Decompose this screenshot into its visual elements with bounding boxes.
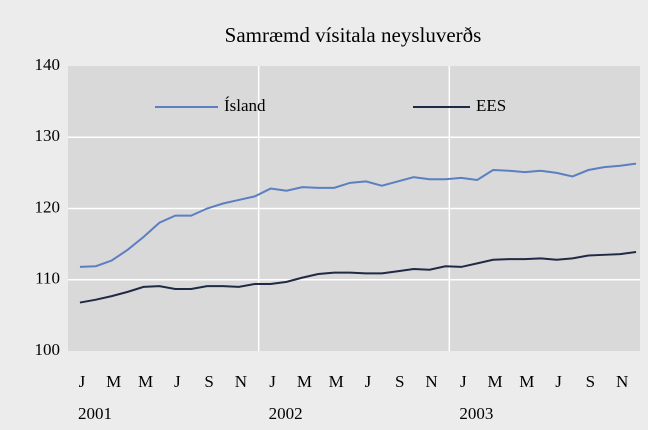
y-tick-label: 130: [35, 126, 61, 145]
chart-title: Samræmd vísitala neysluverðs: [225, 23, 482, 47]
x-tick-label: M: [487, 372, 502, 391]
x-tick-label: J: [460, 372, 467, 391]
legend-label: Ísland: [224, 96, 266, 115]
x-tick-label: J: [269, 372, 276, 391]
x-tick-label: M: [138, 372, 153, 391]
x-tick-label: J: [555, 372, 562, 391]
series-line: [79, 250, 637, 304]
x-tick-label: S: [395, 372, 404, 391]
series-line: [79, 162, 637, 268]
x-tick-label: J: [79, 372, 86, 391]
x-tick-label: N: [235, 372, 247, 391]
x-tick-label: N: [616, 372, 628, 391]
x-tick-label: M: [297, 372, 312, 391]
x-tick-label: S: [586, 372, 595, 391]
y-tick-label: 110: [35, 269, 60, 288]
x-tick-label: M: [106, 372, 121, 391]
year-label: 2003: [459, 404, 493, 423]
x-tick-label: J: [365, 372, 372, 391]
y-tick-label: 120: [35, 197, 61, 216]
x-tick-label: M: [329, 372, 344, 391]
x-tick-label: J: [174, 372, 181, 391]
year-label: 2002: [269, 404, 303, 423]
x-tick-label: N: [425, 372, 437, 391]
x-tick-label: S: [204, 372, 213, 391]
y-tick-label: 140: [35, 55, 61, 74]
legend-label: EES: [476, 96, 506, 115]
y-tick-label: 100: [35, 340, 61, 359]
x-tick-label: M: [519, 372, 534, 391]
year-label: 2001: [78, 404, 112, 423]
